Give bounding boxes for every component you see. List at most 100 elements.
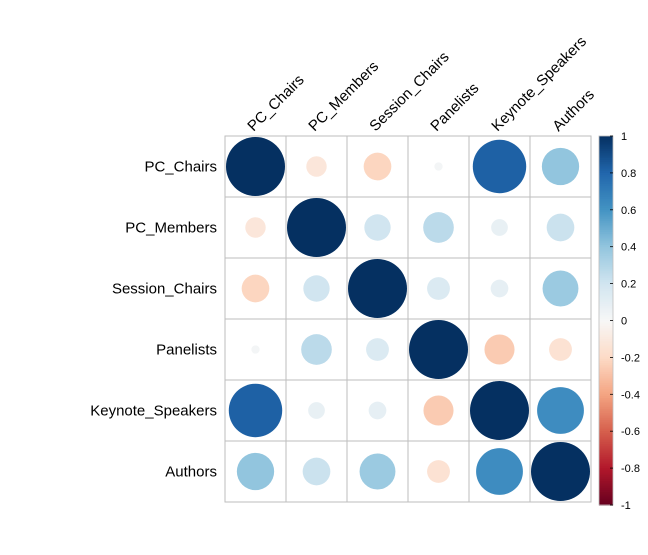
colorbar-segment [599,263,613,266]
colorbar-segment [599,300,613,303]
corr-circle-PC_Chairs-PC_Members [306,156,327,177]
corr-circle-PC_Chairs-Panelists [434,162,443,171]
colorbar-segment [599,228,613,231]
colorbar-segment [599,191,613,194]
colorbar-segment [599,445,613,449]
corr-circle-Session_Chairs-PC_Chairs [241,274,270,303]
colorbar-segment [599,252,613,255]
colorbar-segment [599,488,613,491]
row-labels: PC_Chairs PC_Members Session_Chairs Panelis… [90,159,217,481]
colorbar-segment [599,481,613,484]
colorbar-segment [599,248,613,251]
colorbar-segment [599,222,613,226]
colorbar-segment [599,302,613,305]
colorbar-segment [599,305,613,309]
colorbar-segment [599,298,613,301]
colorbar-segment [599,237,613,240]
colorbar-segment [599,278,613,281]
corr-circle-Keynote_Speakers-PC_Chairs [228,383,283,438]
colorbar-segment [599,279,613,283]
colorbar-segment [599,355,613,358]
colorbar-segment [599,418,613,421]
colorbar-segment [599,276,613,279]
colorbar-segment [599,217,613,220]
colorbar-segment [599,464,613,467]
colorbar-segment [599,416,613,419]
colorbar-segment [599,457,613,460]
colorbar-segment [599,213,613,216]
colorbar-segment [599,368,613,371]
colorbar-segment [599,495,613,499]
colorbar-segment [599,383,613,386]
corr-circle-PC_Members-Keynote_Speakers [491,219,508,236]
corr-circle-Session_Chairs-Panelists [427,277,450,300]
colorbar-segment [599,270,613,274]
colorbar-segment [599,425,613,429]
colorbar-segment [599,346,613,349]
colorbar-segment [599,340,613,344]
colorbar-segment [599,219,613,222]
colorbar-segment [599,169,613,172]
colorbar-segment [599,189,613,192]
colorbar-segment [599,309,613,312]
colorbar-segment [599,165,613,168]
colorbar-segment [599,224,613,227]
colorbar-segment [599,180,613,183]
row-label-PC_Members: PC_Members [125,220,217,237]
colorbar-segment [599,259,613,263]
colorbar-segment [599,436,613,440]
corr-circle-Panelists-Authors [549,338,572,361]
row-label-Panelists: Panelists [156,342,217,359]
colorbar-segment [599,431,613,434]
colorbar-segment [599,318,613,322]
colorbar-segment [599,342,613,346]
colorbar-segment [599,409,613,412]
corr-circle-PC_Members-Session_Chairs [364,214,391,241]
colorbar-segment [599,471,613,475]
colorbar-segment [599,147,613,150]
colorbar-segment [599,220,613,224]
colorbar-segment [599,204,613,207]
colorbar-segment [599,392,613,395]
colorbar-segment [599,486,613,489]
colorbar-segment [599,303,613,307]
colorbar-segment [599,475,613,478]
colorbar-segment [599,313,613,316]
colorbar-segment [599,353,613,357]
colorbar-segment [599,414,613,418]
colorbar-segment [599,215,613,218]
colorbar-segment [599,148,613,152]
colorbar-segment [599,255,613,259]
colorbar-segment [599,183,613,187]
colorbar-segment [599,289,613,292]
colorbar-segment [599,326,613,329]
colorbar-segment [599,397,613,401]
colorbar-segment [599,226,613,229]
colorbar-segment [599,401,613,405]
colorbar-segment [599,152,613,156]
colorbar-segment [599,396,613,399]
colorbar-segment [599,233,613,237]
row-label-PC_Chairs: PC_Chairs [144,159,217,176]
corr-circle-Session_Chairs-Keynote_Speakers [490,279,509,298]
colorbar-tick-label: 1 [621,131,627,143]
colorbar-segment [599,479,613,482]
colorbar-segment [599,335,613,338]
colorbar-segment [599,460,613,464]
colorbar-segment [599,403,613,406]
row-label-Session_Chairs: Session_Chairs [112,281,217,298]
colorbar-segment [599,296,613,299]
colorbar-segment [599,320,613,323]
corr-circle-Panelists-Keynote_Speakers [484,334,515,365]
colorbar-segment [599,292,613,296]
colorbar-segment [599,172,613,176]
colorbar-segment [599,322,613,325]
corr-circle-Authors-Session_Chairs [359,453,396,490]
colorbar-segment [599,462,613,465]
colorbar-segment [599,399,613,403]
colorbar-segment [599,364,613,368]
colorbar-segment [599,141,613,144]
colorbar-segment [599,150,613,154]
colorbar-segment [599,386,613,390]
colorbar-tick-label: 0.8 [621,168,636,180]
